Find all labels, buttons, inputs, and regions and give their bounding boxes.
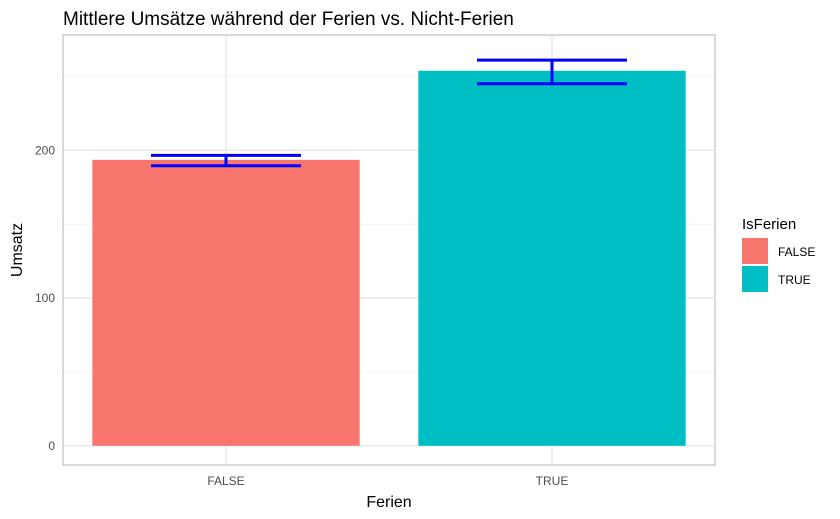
bar-true bbox=[418, 70, 686, 446]
x-tick-label: FALSE bbox=[207, 474, 244, 488]
legend-key-false bbox=[742, 238, 768, 264]
legend-title: IsFerien bbox=[742, 216, 796, 233]
legend-label-false: FALSE bbox=[778, 245, 815, 259]
y-tick-label: 100 bbox=[35, 291, 55, 305]
bar-false bbox=[92, 159, 360, 446]
x-tick-label: TRUE bbox=[536, 474, 569, 488]
y-axis-title: Umsatz bbox=[9, 223, 26, 277]
legend-label-true: TRUE bbox=[778, 273, 811, 287]
legend: IsFerien FALSE TRUE bbox=[742, 216, 815, 292]
x-axis-title: Ferien bbox=[366, 494, 411, 511]
chart-title: Mittlere Umsätze während der Ferien vs. … bbox=[63, 9, 514, 30]
legend-key-true bbox=[742, 266, 768, 292]
y-tick-label: 200 bbox=[35, 143, 55, 157]
y-tick-label: 0 bbox=[48, 439, 55, 453]
